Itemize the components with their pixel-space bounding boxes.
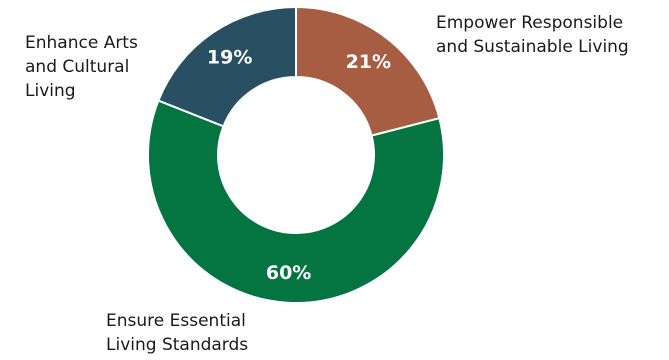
percentage-label-2: 19% xyxy=(207,46,252,68)
slice-label-ensure-essential: Ensure Essential Living Standards xyxy=(106,311,249,355)
donut-slice-0 xyxy=(295,5,441,137)
donut-slice-1 xyxy=(147,99,445,304)
slice-label-empower-responsible: Empower Responsible and Sustainable Livi… xyxy=(436,13,629,57)
donut-slices xyxy=(147,5,445,304)
slice-label-enhance-arts: Enhance Arts and Cultural Living xyxy=(25,33,138,101)
percentage-label-1: 60% xyxy=(266,262,311,284)
percentage-label-0: 21% xyxy=(346,51,391,73)
percentage-labels: 21% 60% 19% xyxy=(207,46,391,283)
donut-slice-2 xyxy=(157,5,297,128)
